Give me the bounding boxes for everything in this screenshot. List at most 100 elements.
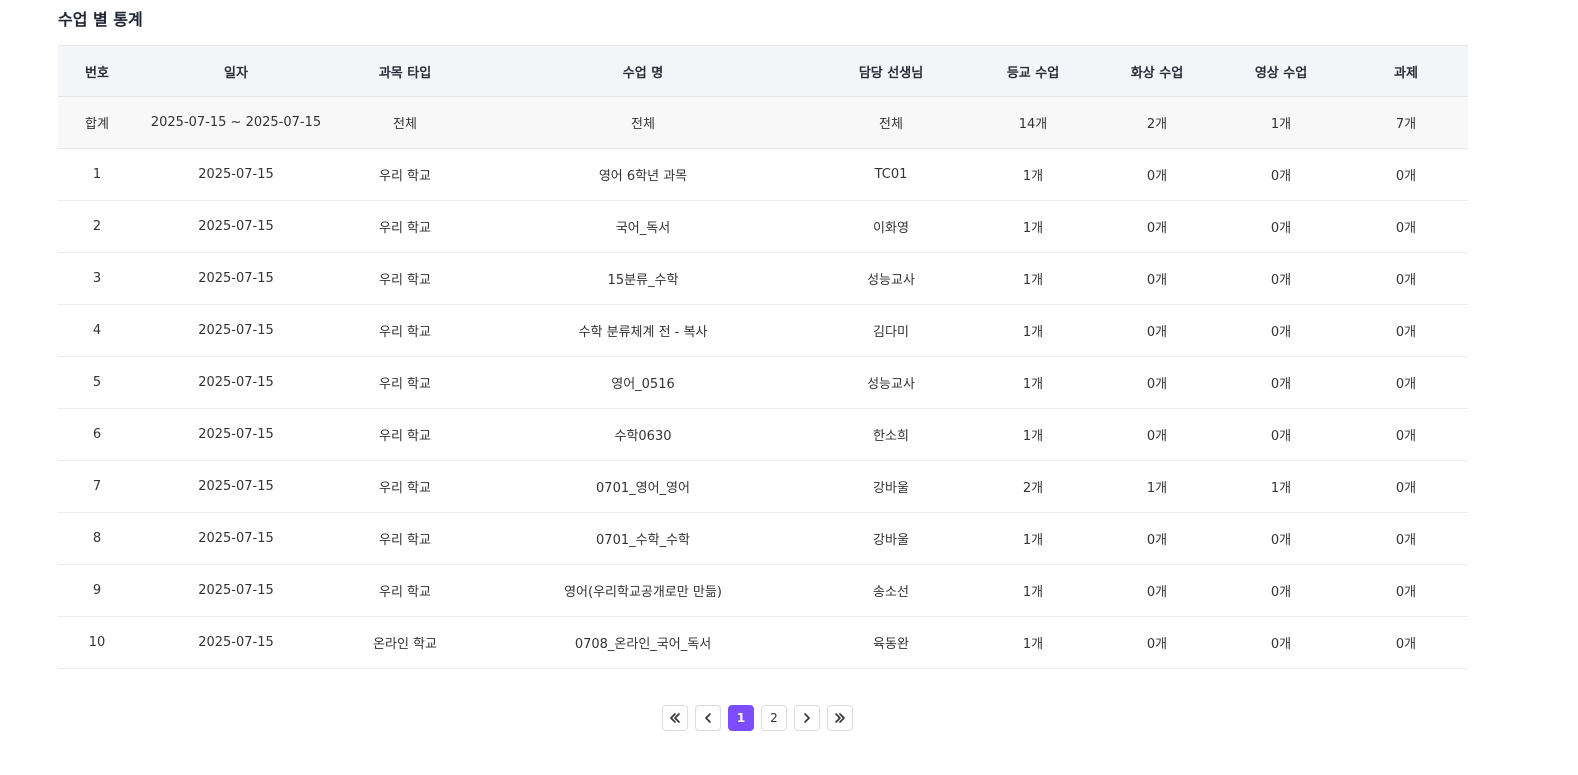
table-cell: 0개 bbox=[1344, 512, 1468, 565]
table-cell: 10 bbox=[58, 616, 136, 669]
table-cell: 우리 학교 bbox=[336, 252, 474, 305]
last-page-button[interactable] bbox=[827, 705, 853, 731]
table-cell: 영어(우리학교공개로만 만듦) bbox=[474, 564, 812, 617]
table-cell: 0개 bbox=[1096, 356, 1218, 409]
summary-cell: 14개 bbox=[970, 96, 1096, 149]
summary-cell: 전체 bbox=[474, 96, 812, 149]
table-cell: 0701_수학_수학 bbox=[474, 512, 812, 565]
previous-page-button[interactable] bbox=[695, 705, 721, 731]
table-cell: 우리 학교 bbox=[336, 148, 474, 201]
double-chevron-left-icon bbox=[670, 713, 680, 723]
table-row: 4 2025-07-15 우리 학교 수학 분류체계 전 - 복사 김다미 1개 0개 0개 0… bbox=[58, 304, 1468, 357]
table-cell: 2 bbox=[58, 200, 136, 253]
table-cell: 0개 bbox=[1344, 252, 1468, 305]
next-page-button[interactable] bbox=[794, 705, 820, 731]
column-header-assignment: 과제 bbox=[1344, 45, 1468, 97]
table-row: 5 2025-07-15 우리 학교 영어_0516 성능교사 1개 0개 0개 0개 bbox=[58, 356, 1468, 409]
table-cell: 1개 bbox=[1096, 460, 1218, 513]
table-cell: 우리 학교 bbox=[336, 200, 474, 253]
class-statistics-table: 번호 일자 과목 타입 수업 명 담당 선생님 등교 수업 화상 수업 영상 수… bbox=[58, 45, 1468, 669]
table-cell: 0개 bbox=[1096, 304, 1218, 357]
table-cell: 2025-07-15 bbox=[136, 304, 336, 357]
summary-cell: 전체 bbox=[336, 96, 474, 149]
table-cell: 육동완 bbox=[812, 616, 970, 669]
table-cell: 5 bbox=[58, 356, 136, 409]
section-title: 수업 별 통계 bbox=[58, 10, 143, 29]
table-cell: 1개 bbox=[970, 252, 1096, 305]
table-cell: 8 bbox=[58, 512, 136, 565]
table-cell: 영어 6학년 과목 bbox=[474, 148, 812, 201]
table-cell: 0701_영어_영어 bbox=[474, 460, 812, 513]
table-cell: 7 bbox=[58, 460, 136, 513]
table-cell: 0개 bbox=[1218, 148, 1344, 201]
table-cell: 0개 bbox=[1096, 148, 1218, 201]
table-cell: 0개 bbox=[1218, 200, 1344, 253]
table-cell: 2025-07-15 bbox=[136, 460, 336, 513]
table-cell: 우리 학교 bbox=[336, 304, 474, 357]
table-cell: 우리 학교 bbox=[336, 564, 474, 617]
table-cell: 0개 bbox=[1218, 356, 1344, 409]
table-cell: 국어_독서 bbox=[474, 200, 812, 253]
table-cell: 1개 bbox=[970, 512, 1096, 565]
summary-cell: 7개 bbox=[1344, 96, 1468, 149]
table-cell: 이화영 bbox=[812, 200, 970, 253]
table-cell: 1개 bbox=[1218, 460, 1344, 513]
table-cell: 1개 bbox=[970, 564, 1096, 617]
column-header-teacher: 담당 선생님 bbox=[812, 45, 970, 97]
table-cell: 성능교사 bbox=[812, 252, 970, 305]
table-cell: 0개 bbox=[1096, 564, 1218, 617]
summary-cell: 전체 bbox=[812, 96, 970, 149]
table-cell: 2025-07-15 bbox=[136, 616, 336, 669]
table-cell: 15분류_수학 bbox=[474, 252, 812, 305]
table-cell: 6 bbox=[58, 408, 136, 461]
double-chevron-right-icon bbox=[835, 713, 845, 723]
column-header-date: 일자 bbox=[136, 45, 336, 97]
table-cell: 강바울 bbox=[812, 512, 970, 565]
table-cell: 1개 bbox=[970, 408, 1096, 461]
table-cell: 0개 bbox=[1344, 356, 1468, 409]
page-button-2[interactable]: 2 bbox=[761, 705, 787, 731]
table-cell: 0개 bbox=[1218, 564, 1344, 617]
table-cell: 1 bbox=[58, 148, 136, 201]
table-cell: 우리 학교 bbox=[336, 408, 474, 461]
table-cell: 2025-07-15 bbox=[136, 564, 336, 617]
first-page-button[interactable] bbox=[662, 705, 688, 731]
table-cell: 한소희 bbox=[812, 408, 970, 461]
table-cell: 2025-07-15 bbox=[136, 408, 336, 461]
table-cell: 강바울 bbox=[812, 460, 970, 513]
summary-cell: 합계 bbox=[58, 96, 136, 149]
table-cell: 2025-07-15 bbox=[136, 148, 336, 201]
table-cell: 수학 분류체계 전 - 복사 bbox=[474, 304, 812, 357]
table-cell: 1개 bbox=[970, 616, 1096, 669]
table-cell: 1개 bbox=[970, 356, 1096, 409]
column-header-number: 번호 bbox=[58, 45, 136, 97]
table-cell: 2개 bbox=[970, 460, 1096, 513]
table-cell: 영어_0516 bbox=[474, 356, 812, 409]
page-button-1[interactable]: 1 bbox=[728, 705, 754, 731]
column-header-class-name: 수업 명 bbox=[474, 45, 812, 97]
table-header-row: 번호 일자 과목 타입 수업 명 담당 선생님 등교 수업 화상 수업 영상 수… bbox=[58, 45, 1468, 97]
column-header-video-call-class: 화상 수업 bbox=[1096, 45, 1218, 97]
table-cell: 0개 bbox=[1218, 512, 1344, 565]
table-cell: 0개 bbox=[1218, 616, 1344, 669]
table-row: 3 2025-07-15 우리 학교 15분류_수학 성능교사 1개 0개 0개 0개 bbox=[58, 252, 1468, 305]
table-row: 1 2025-07-15 우리 학교 영어 6학년 과목 TC01 1개 0개 0개 0개 bbox=[58, 148, 1468, 201]
table-cell: 4 bbox=[58, 304, 136, 357]
table-cell: 0개 bbox=[1096, 408, 1218, 461]
table-cell: 0개 bbox=[1344, 616, 1468, 669]
summary-cell: 2개 bbox=[1096, 96, 1218, 149]
chevron-right-icon bbox=[804, 713, 810, 723]
table-cell: 0개 bbox=[1218, 252, 1344, 305]
table-cell: 1개 bbox=[970, 304, 1096, 357]
chevron-left-icon bbox=[705, 713, 711, 723]
column-header-in-person-class: 등교 수업 bbox=[970, 45, 1096, 97]
table-row: 6 2025-07-15 우리 학교 수학0630 한소희 1개 0개 0개 0개 bbox=[58, 408, 1468, 461]
table-cell: 9 bbox=[58, 564, 136, 617]
table-cell: 우리 학교 bbox=[336, 356, 474, 409]
table-cell: 1개 bbox=[970, 148, 1096, 201]
table-cell: 성능교사 bbox=[812, 356, 970, 409]
pagination: 1 2 bbox=[662, 705, 853, 731]
table-cell: 0개 bbox=[1096, 512, 1218, 565]
summary-row: 합계 2025-07-15 ~ 2025-07-15 전체 전체 전체 14개 … bbox=[58, 96, 1468, 149]
